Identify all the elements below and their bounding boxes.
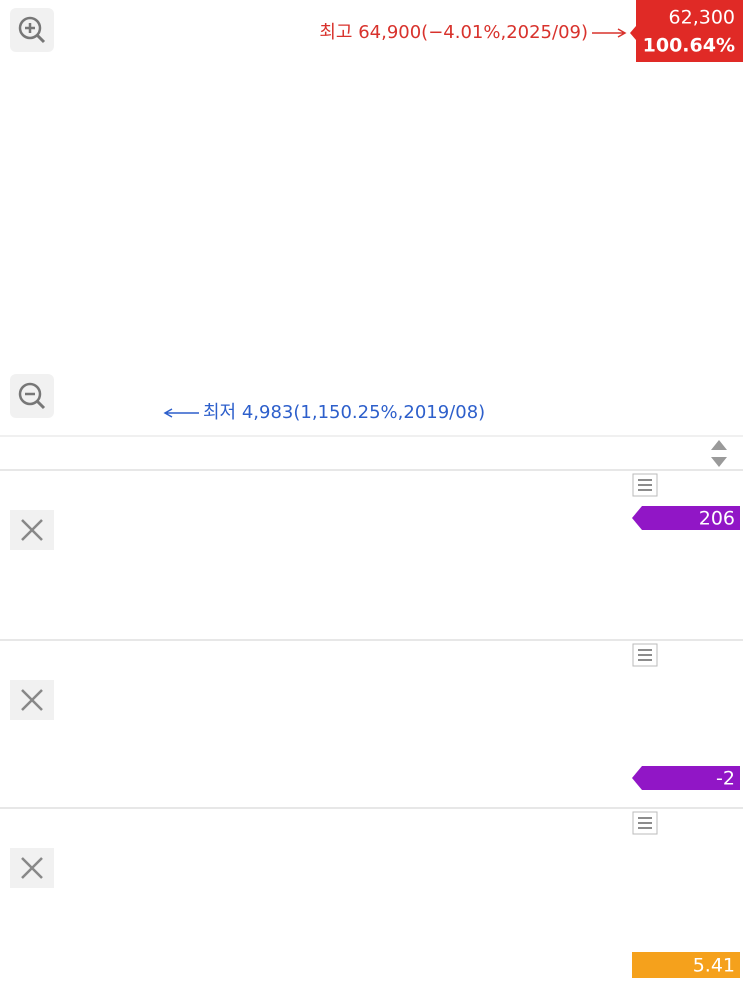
close-button[interactable]	[10, 680, 54, 720]
current-change-label: 100.64%	[643, 35, 735, 57]
scroll-arrows[interactable]	[711, 440, 727, 467]
op-income-current-label: -2	[716, 768, 735, 790]
per-current-box	[632, 952, 740, 978]
date-axis-band	[0, 436, 743, 470]
high-arrow	[592, 28, 627, 38]
zoom-out-button[interactable]	[10, 374, 54, 418]
revenue-current-box	[632, 506, 740, 530]
low-annotation: 최저 4,983(1,150.25%,2019/08)	[203, 402, 485, 423]
close-button[interactable]	[10, 848, 54, 888]
close-button[interactable]	[10, 510, 54, 550]
current-price-box	[636, 0, 743, 62]
per-current-label: 5.41	[693, 955, 735, 977]
current-price-pointer	[630, 26, 636, 40]
zoom-in-button[interactable]	[10, 8, 54, 52]
op-income-current-box	[632, 766, 740, 790]
menu-button[interactable]	[632, 473, 658, 497]
menu-button[interactable]	[632, 643, 658, 667]
high-annotation: 최고 64,900(−4.01%,2025/09)	[319, 22, 588, 43]
current-price-label: 62,300	[669, 7, 735, 29]
menu-button[interactable]	[632, 811, 658, 835]
revenue-current-label: 206	[699, 508, 735, 530]
low-arrow	[163, 408, 199, 418]
